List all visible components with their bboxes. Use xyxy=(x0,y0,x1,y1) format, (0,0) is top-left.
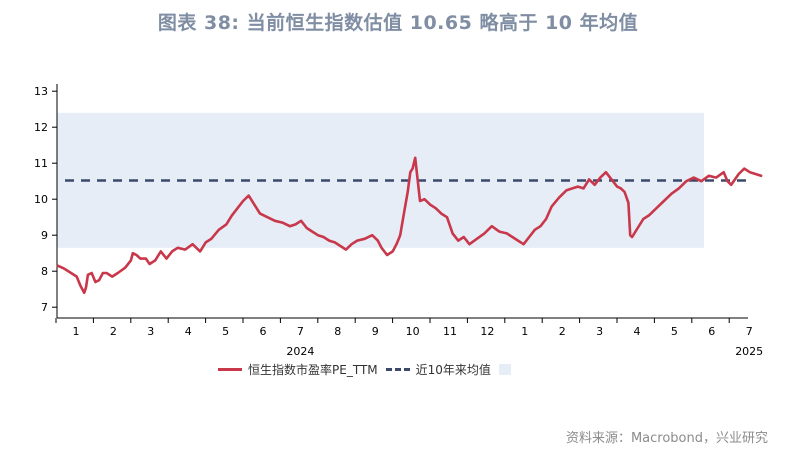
x-tick-label: 11 xyxy=(443,325,457,338)
x-tick-label: 1 xyxy=(521,325,528,338)
legend-swatch-mean xyxy=(385,368,410,371)
x-tick-label: 9 xyxy=(372,325,379,338)
legend-item-pe: 恒生指数市盈率PE_TTM xyxy=(218,361,378,378)
y-tick-label: 7 xyxy=(41,301,48,314)
legend-item-mean: 近10年来均值 xyxy=(385,361,491,378)
x-tick-label: 5 xyxy=(222,325,229,338)
year-label: 2025 xyxy=(735,345,763,358)
chart-title: 图表 38: 当前恒生指数估值 10.65 略高于 10 年均值 xyxy=(157,12,639,34)
y-tick-label: 8 xyxy=(41,265,48,278)
legend-swatch-band xyxy=(498,364,511,375)
x-tick-label: 12 xyxy=(480,325,494,338)
x-tick-label: 4 xyxy=(185,325,192,338)
x-tick-label: 5 xyxy=(671,325,678,338)
y-tick-label: 10 xyxy=(34,193,48,206)
legend-label-pe: 恒生指数市盈率PE_TTM xyxy=(248,363,378,377)
y-tick-label: 13 xyxy=(34,85,48,98)
x-tick-label: 7 xyxy=(297,325,304,338)
x-tick-label: 4 xyxy=(634,325,641,338)
range-band xyxy=(57,112,704,248)
x-tick-label: 8 xyxy=(334,325,341,338)
year-label: 2024 xyxy=(286,345,314,358)
legend-item-band xyxy=(498,364,517,375)
x-tick-label: 6 xyxy=(260,325,267,338)
legend-label-mean: 近10年来均值 xyxy=(415,363,491,377)
series-line-0 xyxy=(56,156,763,295)
x-tick-label: 2 xyxy=(559,325,566,338)
chart-legend: 恒生指数市盈率PE_TTM 近10年来均值 xyxy=(218,361,517,378)
x-tick-label: 2 xyxy=(110,325,117,338)
y-tick-label: 11 xyxy=(34,157,48,170)
x-tick-label: 10 xyxy=(406,325,420,338)
source-note: 资料来源：Macrobond，兴业研究 xyxy=(565,431,768,446)
x-tick-label: 1 xyxy=(73,325,80,338)
x-tick-label: 6 xyxy=(708,325,715,338)
x-tick-label: 3 xyxy=(147,325,154,338)
y-tick-label: 9 xyxy=(41,229,48,242)
legend-swatch-pe xyxy=(218,368,242,371)
x-tick-label: 7 xyxy=(746,325,753,338)
x-tick-label: 3 xyxy=(596,325,603,338)
y-tick-label: 12 xyxy=(34,121,48,134)
